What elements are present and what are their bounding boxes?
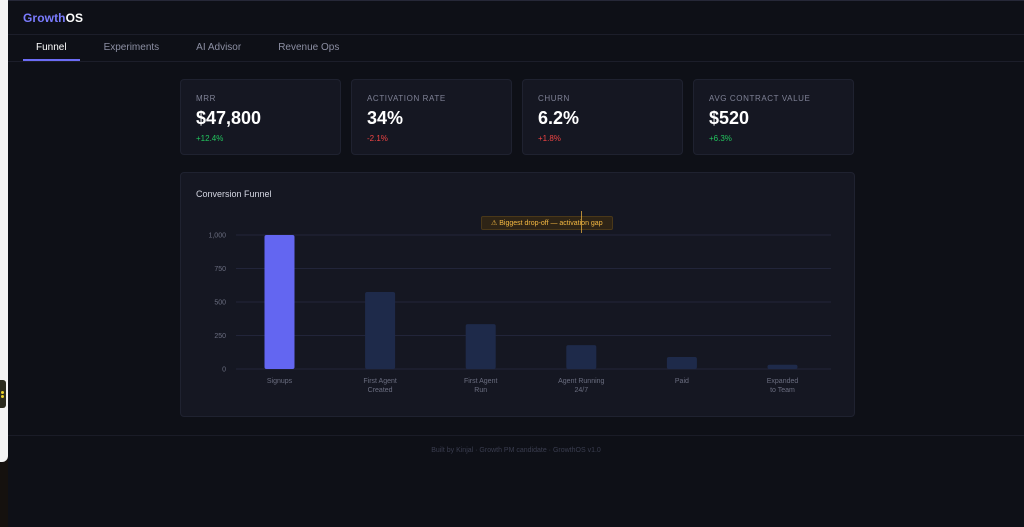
kpi-card-mrr: MRR $47,800 +12.4% [180, 79, 341, 155]
tab-ai-advisor[interactable]: AI Advisor [196, 41, 242, 53]
tab-revenue-ops[interactable]: Revenue Ops [278, 41, 340, 53]
kpi-card-activation-rate: ACTIVATION RATE 34% -2.1% [351, 79, 512, 155]
y-tick-label: 1,000 [208, 233, 226, 240]
drag-handle[interactable] [0, 380, 6, 408]
kpi-card-avg-contract-value: AVG CONTRACT VALUE $520 +6.3% [693, 79, 854, 155]
tab-funnel[interactable]: Funnel [23, 35, 80, 61]
conversion-funnel-panel: 0 250 500 750 1,000 Signups First Agent Created… [180, 172, 855, 417]
drop-off-callout: ⚠ Biggest drop-off — activation gap [481, 216, 613, 230]
x-tick-label: Expanded [767, 378, 799, 385]
brand-part-os: OS [65, 10, 84, 25]
funnel-chart: 0 250 500 750 1,000 Signups First Agent Created… [208, 233, 831, 394]
app-window: GrowthOS Funnel Experiments AI Advisor R… [8, 0, 1024, 527]
brand-part-growth: Growth [23, 10, 66, 25]
y-tick-label: 750 [214, 266, 226, 273]
kpi-label: CHURN [538, 94, 570, 103]
kpi-value: 34% [367, 108, 404, 128]
kpi-label: AVG CONTRACT VALUE [709, 94, 811, 103]
kpi-value: $47,800 [196, 108, 262, 128]
x-tick-label: Created [368, 387, 393, 394]
y-tick-label: 0 [222, 367, 226, 374]
callout-marker-line [581, 211, 582, 233]
tab-experiments[interactable]: Experiments [103, 41, 160, 53]
panel-title: Conversion Funnel [196, 189, 272, 199]
x-tick-label: Run [474, 387, 487, 394]
kpi-delta: +1.8% [538, 134, 561, 143]
bar[interactable] [767, 364, 798, 369]
kpi-delta: +6.3% [709, 134, 732, 143]
x-tick-label: First Agent [464, 378, 498, 385]
y-tick-label: 500 [214, 300, 226, 307]
kpi-delta: +12.4% [196, 134, 224, 143]
nav-tabs: Funnel Experiments AI Advisor Revenue Op… [8, 35, 1024, 62]
bar[interactable] [566, 345, 597, 369]
kpi-card-churn: CHURN 6.2% +1.8% [522, 79, 683, 155]
bar[interactable] [264, 235, 295, 369]
kpi-value: 6.2% [538, 108, 580, 128]
x-tick-label: Agent Running [558, 378, 604, 385]
kpi-value: $520 [709, 108, 750, 128]
x-tick-label: First Agent [363, 378, 397, 385]
x-tick-label: Signups [267, 378, 293, 385]
kpi-label: ACTIVATION RATE [367, 94, 446, 103]
y-tick-label: 250 [214, 333, 226, 340]
top-bar: GrowthOS [8, 1, 1024, 35]
footer: Built by Kinjal · Growth PM candidate · … [8, 435, 1024, 454]
x-tick-label: 24/7 [574, 387, 588, 394]
brand-logo[interactable]: GrowthOS [23, 11, 83, 25]
x-tick-label: to Team [770, 387, 795, 394]
kpi-label: MRR [196, 94, 217, 103]
bar[interactable] [666, 356, 697, 369]
left-window-edge [0, 0, 8, 527]
bar[interactable] [465, 324, 496, 369]
kpi-delta: -2.1% [367, 134, 388, 143]
adjacent-window [0, 0, 8, 462]
bar[interactable] [365, 291, 396, 369]
kpi-row: MRR $47,800 +12.4% ACTIVATION RATE 34% -… [180, 79, 854, 155]
x-tick-label: Paid [675, 378, 689, 385]
